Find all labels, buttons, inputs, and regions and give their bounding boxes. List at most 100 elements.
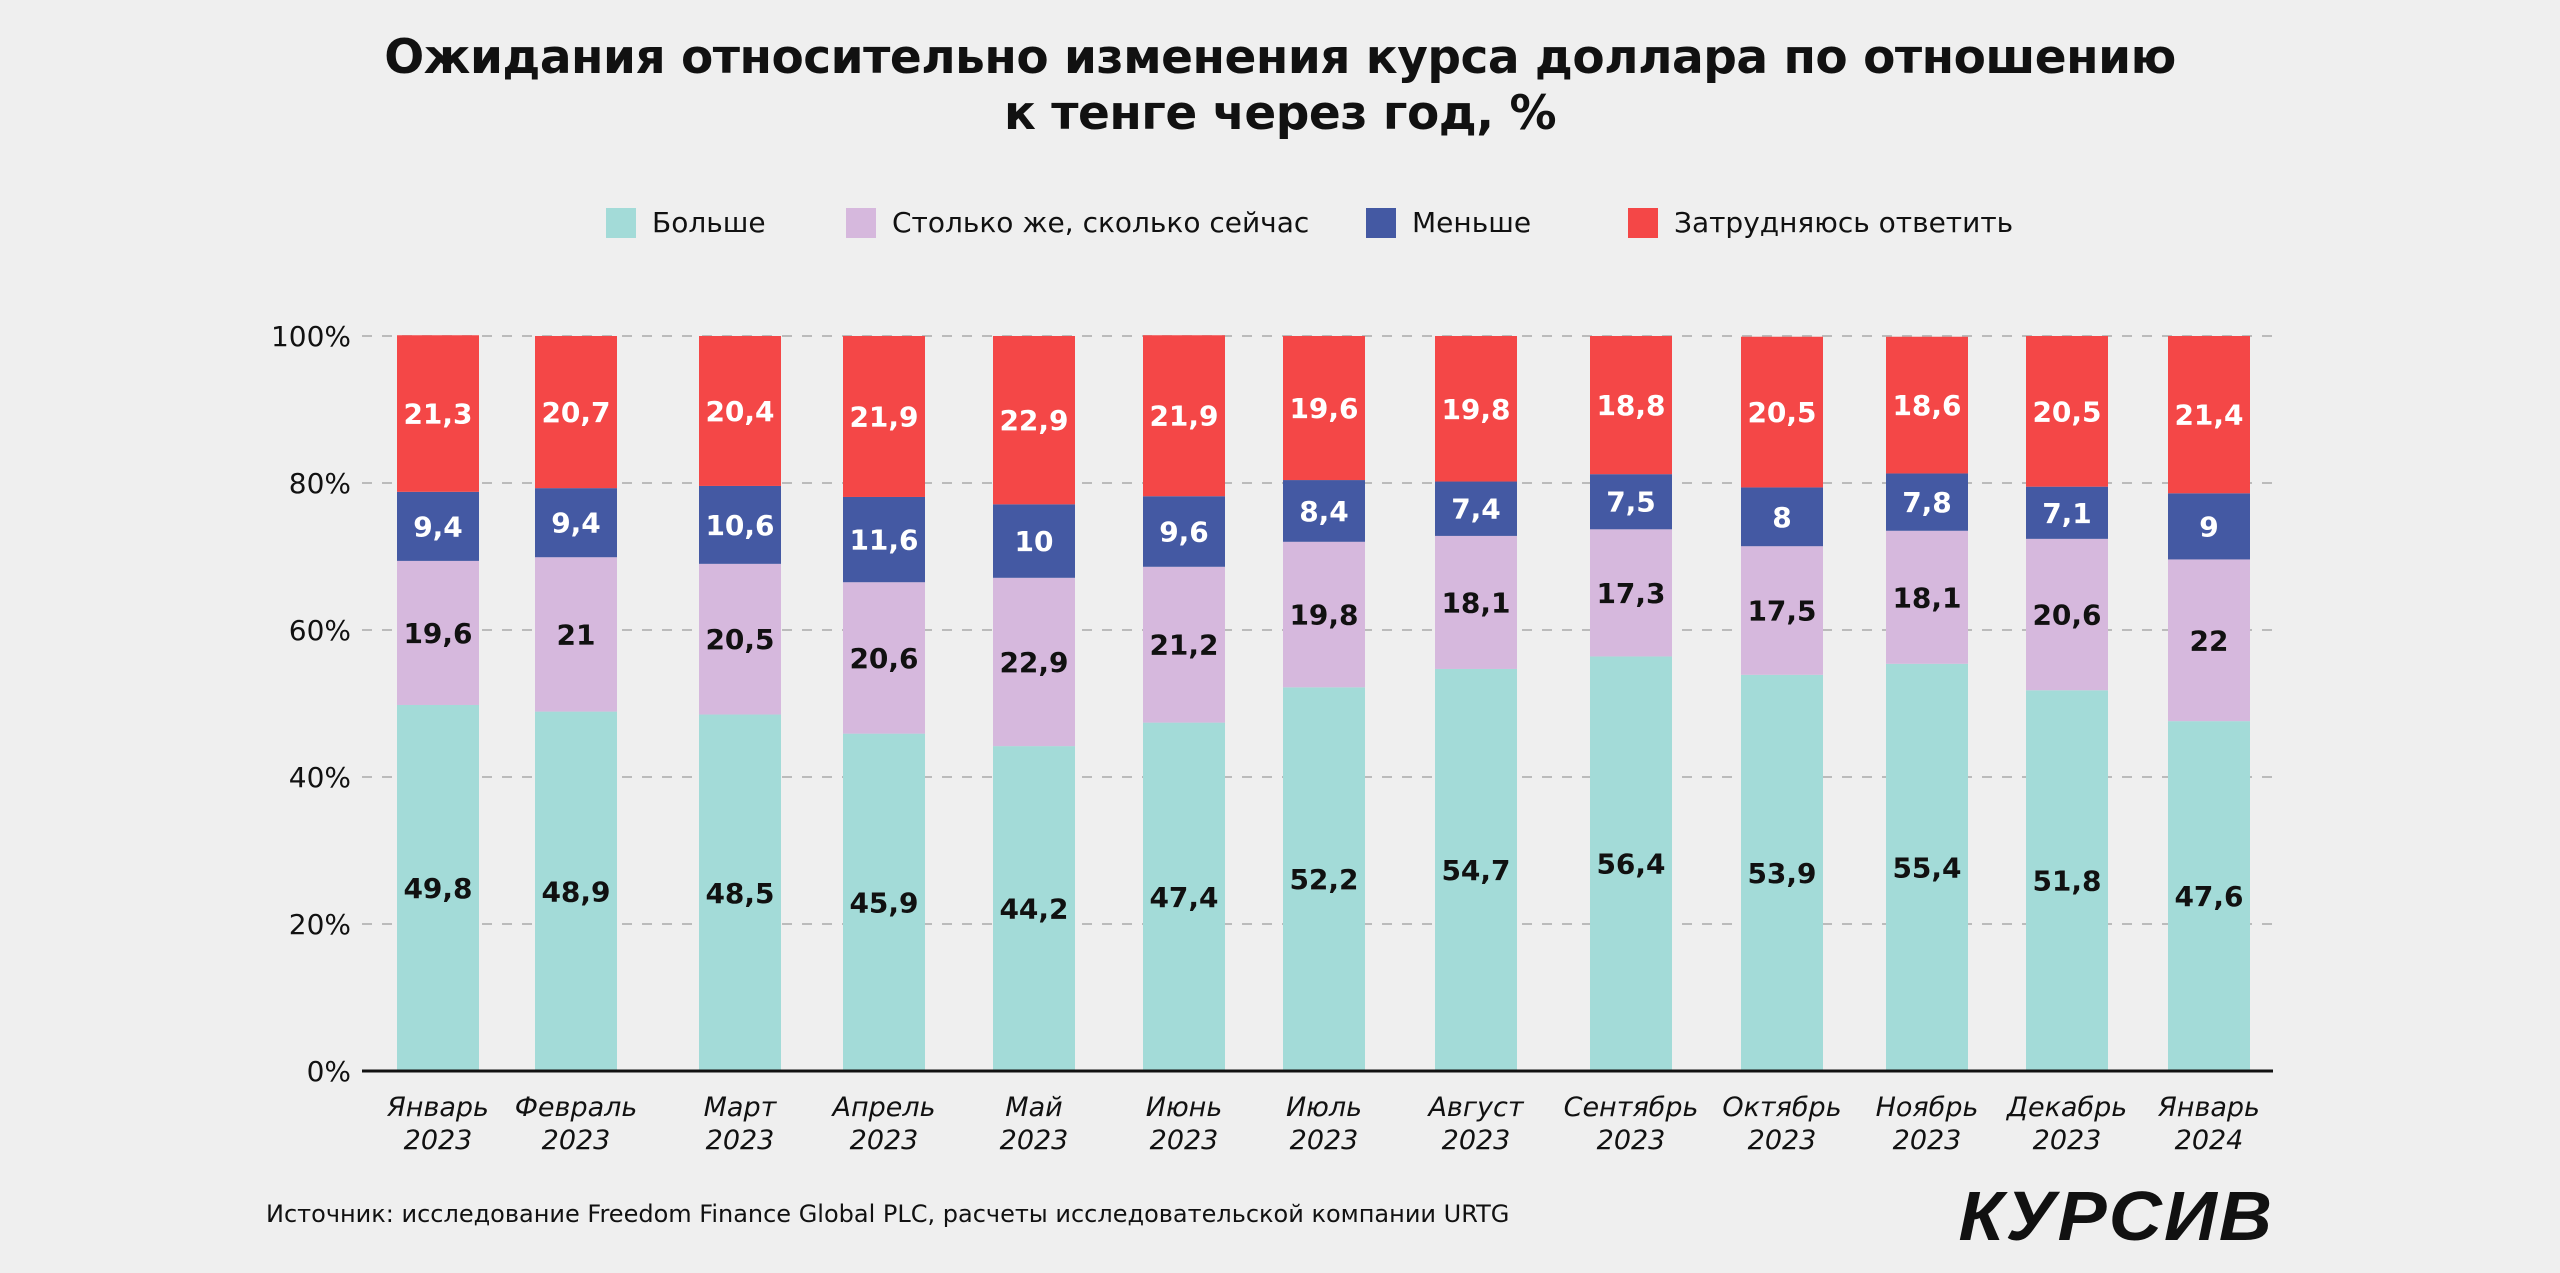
bar-segment (843, 496, 925, 583)
data-label: 53,9 (1747, 857, 1816, 890)
bar-segment (1741, 487, 1823, 547)
legend-swatch (846, 207, 876, 238)
data-label: 10,6 (705, 509, 774, 542)
x-tick-label-year: 2023 (542, 1125, 611, 1156)
y-tick-label: 60% (289, 614, 351, 647)
bar-segment (1283, 687, 1365, 1071)
bar-segment (1283, 336, 1365, 481)
data-label: 49,8 (403, 872, 472, 905)
data-label: 56,4 (1596, 848, 1665, 881)
legend-label: Больше (652, 206, 766, 239)
data-label: 19,6 (403, 617, 472, 650)
data-label: 48,5 (705, 877, 774, 910)
bar-segment (1143, 566, 1225, 723)
x-tick-label-month: Март (704, 1092, 778, 1123)
data-label: 17,5 (1747, 595, 1816, 628)
bar-segment (1143, 335, 1225, 497)
bar-segment (843, 336, 925, 497)
bar-segment (843, 582, 925, 734)
x-tick-label-month: Ноябрь (1876, 1092, 1979, 1123)
data-label: 17,3 (1596, 577, 1665, 610)
x-tick-label-year: 2023 (2033, 1125, 2102, 1156)
chart-title-line-1: Ожидания относительно изменения курса до… (384, 30, 2176, 85)
bar-segment (993, 746, 1075, 1071)
data-label: 21,4 (2174, 399, 2243, 432)
x-tick-label-year: 2023 (1290, 1125, 1359, 1156)
bar-segment (699, 714, 781, 1071)
x-tick-label-month: Февраль (515, 1092, 638, 1123)
data-label: 22,9 (999, 646, 1068, 679)
legend-item-unsure: Затрудняюсь ответить (1628, 206, 2013, 239)
data-label: 52,2 (1289, 863, 1358, 896)
bar-segment (397, 491, 479, 561)
bar-segment (1283, 480, 1365, 542)
x-tick-label-year: 2023 (850, 1125, 919, 1156)
y-tick-label: 40% (289, 761, 351, 794)
bar-segment (1435, 668, 1517, 1071)
x-tick-label-month: Июль (1286, 1092, 1362, 1123)
data-label: 18,1 (1892, 581, 1961, 614)
legend-item-same: Столько же, сколько сейчас (846, 206, 1309, 239)
data-label: 19,6 (1289, 392, 1358, 425)
data-label: 21,3 (403, 398, 472, 431)
bar-segment (535, 557, 617, 712)
x-tick-label-month: Декабрь (2006, 1092, 2127, 1123)
bar-segment (397, 335, 479, 492)
bar-segment (2026, 336, 2108, 487)
bar-segment (535, 488, 617, 558)
bar-segment (1590, 529, 1672, 657)
data-label: 20,5 (2032, 395, 2101, 428)
bar-segment (699, 563, 781, 715)
bar-segment (993, 336, 1075, 505)
y-tick-label: 0% (307, 1055, 351, 1088)
x-tick-label-year: 2023 (1442, 1125, 1511, 1156)
x-tick-label-month: Октябрь (1722, 1092, 1841, 1123)
source-note: Источник: исследование Freedom Finance G… (266, 1200, 1510, 1228)
data-label: 7,5 (1606, 486, 1656, 519)
data-label: 7,4 (1451, 493, 1501, 526)
data-label: 21,9 (849, 400, 918, 433)
data-label: 21,9 (1149, 400, 1218, 433)
x-tick-label-month: Сентябрь (1564, 1092, 1699, 1123)
legend-item-less: Меньше (1366, 206, 1531, 239)
data-label: 18,8 (1596, 389, 1665, 422)
legend-swatch (1628, 207, 1658, 238)
data-label: 55,4 (1892, 851, 1961, 884)
bar-segment (699, 485, 781, 564)
data-label: 9,4 (413, 510, 463, 543)
data-label: 8 (1772, 501, 1791, 534)
bar-segment (1283, 541, 1365, 688)
data-label: 7,8 (1902, 486, 1952, 519)
legend-item-more: Больше (606, 206, 766, 239)
legend-label: Затрудняюсь ответить (1674, 206, 2014, 239)
bar-segment (1741, 336, 1823, 488)
bar-segment (2026, 690, 2108, 1071)
data-label: 19,8 (1289, 599, 1358, 632)
x-tick-label-year: 2023 (1000, 1125, 1069, 1156)
legend-label: Столько же, сколько сейчас (892, 206, 1310, 239)
data-label: 44,2 (999, 893, 1068, 926)
bar-segment (993, 504, 1075, 578)
data-label: 45,9 (849, 886, 918, 919)
data-label: 18,1 (1441, 586, 1510, 619)
bar-segment (1741, 546, 1823, 675)
data-label: 48,9 (541, 875, 610, 908)
legend-swatch (1366, 207, 1396, 238)
bar-segment (1435, 535, 1517, 669)
bar-segment (2168, 336, 2250, 494)
data-label: 20,4 (705, 395, 774, 428)
data-label: 11,6 (849, 524, 918, 557)
data-label: 22 (2190, 624, 2229, 657)
bar-segment (843, 733, 925, 1071)
y-tick-label: 100% (271, 320, 351, 353)
chart-title-line-2: к тенге через год, % (1003, 86, 1557, 141)
bar-segment (1590, 474, 1672, 530)
x-tick-label-year: 2023 (1597, 1125, 1666, 1156)
y-tick-label: 80% (289, 467, 351, 500)
data-label: 21,2 (1149, 629, 1218, 662)
data-label: 47,4 (1149, 881, 1218, 914)
kursiv-logo: КУРСИВ (1958, 1177, 2275, 1255)
data-label: 8,4 (1299, 495, 1349, 528)
bar-segment (1886, 336, 1968, 474)
